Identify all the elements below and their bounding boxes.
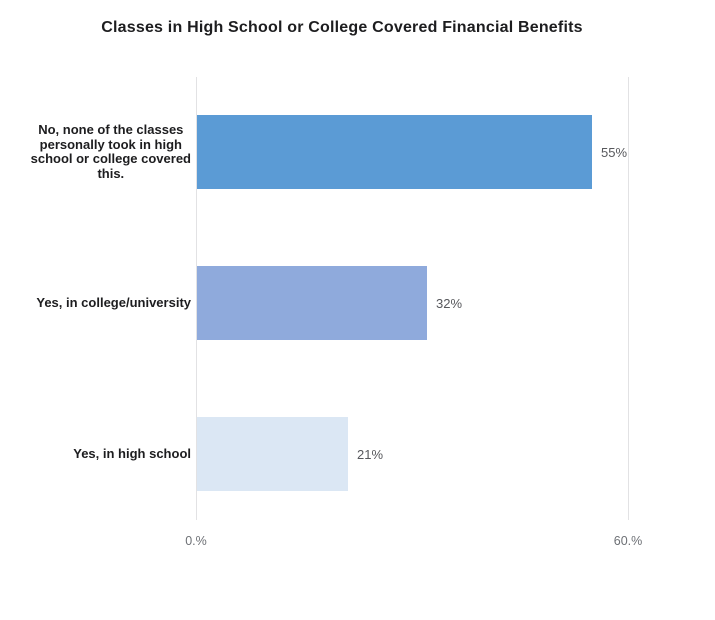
bar — [197, 266, 427, 340]
gridline-0-percent — [196, 77, 197, 520]
bar — [197, 417, 348, 491]
bar — [197, 115, 592, 189]
value-label: 21% — [357, 446, 384, 462]
category-label: No, none of the classes personally took i… — [30, 122, 191, 181]
chart-title: Classes in High School or College Covere… — [101, 19, 583, 36]
x-axis-tick-60: 60.% — [613, 534, 643, 548]
category-label: Yes, in college/university — [36, 295, 191, 310]
value-label: 55% — [601, 144, 628, 160]
gridline-60-percent — [628, 77, 629, 520]
value-label: 32% — [436, 295, 463, 311]
x-axis-tick-0: 0.% — [185, 534, 207, 548]
category-label: Yes, in high school — [73, 446, 191, 461]
